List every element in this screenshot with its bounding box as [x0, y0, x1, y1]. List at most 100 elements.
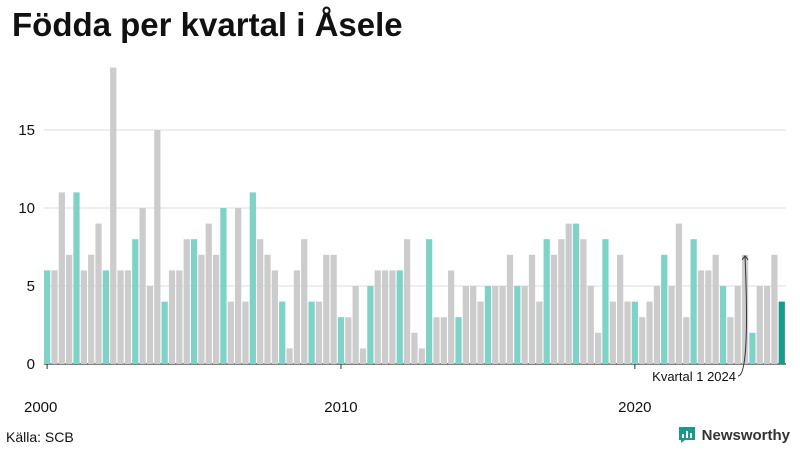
bar-73	[580, 239, 587, 364]
bar-3	[66, 254, 73, 364]
bar-21	[198, 254, 205, 364]
annotation-label: Kvartal 1 2024	[652, 369, 736, 384]
bar-86	[675, 223, 683, 364]
bar-36	[308, 301, 315, 364]
bar-56	[455, 317, 462, 364]
bar-92	[719, 286, 727, 364]
bar-27	[242, 301, 249, 364]
annotation-arrowhead	[741, 254, 749, 261]
bar-75	[594, 332, 602, 364]
bar-28	[249, 192, 256, 364]
bar-62	[499, 286, 506, 364]
x-axis-ticks: 2000 2010 2020	[24, 364, 652, 416]
bar-5	[80, 270, 87, 364]
bar-25	[227, 301, 234, 364]
bar-96	[749, 332, 756, 364]
bar-68	[543, 239, 550, 364]
bar-31	[271, 270, 278, 364]
bar-45	[374, 270, 381, 364]
bar-88	[690, 239, 697, 364]
bar-37	[315, 301, 323, 364]
bar-47	[389, 270, 396, 364]
bar-33	[286, 348, 293, 364]
bar-6	[88, 254, 95, 364]
bar-29	[257, 239, 264, 364]
bar-55	[448, 270, 455, 364]
bar-61	[492, 286, 499, 364]
bar-41	[345, 317, 352, 364]
bar-24	[220, 208, 227, 364]
bar-64	[514, 286, 521, 364]
bar-46	[381, 270, 389, 364]
bar-76	[602, 239, 609, 364]
bar-50	[411, 332, 418, 364]
bar-66	[528, 254, 536, 364]
y-tick-label-5: 5	[27, 278, 35, 295]
bar-100	[778, 301, 785, 364]
bar-77	[609, 301, 616, 364]
bar-67	[536, 301, 543, 364]
bar-26	[235, 208, 242, 364]
bar-43	[359, 348, 367, 364]
bar-63	[506, 254, 514, 364]
bar-74	[587, 286, 594, 364]
y-axis-ticks: 0 5 10 15	[18, 122, 35, 373]
bar-17	[168, 270, 176, 364]
bar-48	[396, 270, 403, 364]
bar-83	[653, 286, 661, 364]
bars	[44, 67, 785, 364]
bar-97	[756, 286, 763, 364]
newsworthy-logo-icon	[678, 427, 695, 443]
bar-23	[212, 254, 220, 364]
bar-60	[484, 286, 492, 364]
bar-85	[668, 286, 675, 364]
bar-58	[470, 286, 477, 364]
bar-16	[161, 301, 168, 364]
bar-0	[44, 270, 51, 364]
bar-80	[631, 301, 638, 364]
bar-98	[763, 286, 771, 364]
bar-71	[565, 223, 572, 364]
bar-30	[264, 254, 271, 364]
x-tick-label-2020: 2020	[618, 399, 651, 416]
bar-19	[183, 239, 190, 364]
bar-14	[146, 286, 154, 364]
bar-91	[712, 254, 719, 364]
x-tick-label-2000: 2000	[24, 399, 57, 416]
bar-84	[661, 254, 668, 364]
bar-94	[734, 286, 741, 364]
bar-54	[440, 317, 447, 364]
bar-72	[572, 223, 580, 364]
bar-57	[462, 286, 469, 364]
bar-8	[102, 270, 110, 364]
bar-34	[293, 270, 301, 364]
bar-39	[330, 254, 337, 364]
bar-53	[433, 317, 440, 364]
bar-15	[154, 130, 161, 364]
bar-44	[367, 286, 374, 364]
bar-59	[477, 301, 484, 364]
bar-81	[639, 317, 646, 364]
bar-99	[771, 254, 778, 364]
bar-9	[110, 67, 117, 364]
bar-13	[139, 208, 146, 364]
brand-logo: Newsworthy	[678, 426, 790, 444]
bar-32	[279, 301, 286, 364]
bar-78	[617, 254, 624, 364]
chart-title: Födda per kvartal i Åsele	[12, 6, 403, 43]
bar-7	[95, 223, 102, 364]
bar-35	[301, 239, 308, 364]
bar-51	[418, 348, 425, 364]
bar-1	[51, 270, 58, 364]
brand-name: Newsworthy	[701, 426, 790, 444]
annotation-arrow	[737, 256, 747, 377]
bar-10	[117, 270, 124, 364]
bar-40	[337, 317, 345, 364]
bar-49	[403, 239, 411, 364]
bar-52	[426, 239, 433, 364]
bar-70	[558, 239, 565, 364]
bar-42	[352, 286, 359, 364]
bar-89	[697, 270, 705, 364]
y-tick-label-0: 0	[27, 356, 35, 373]
